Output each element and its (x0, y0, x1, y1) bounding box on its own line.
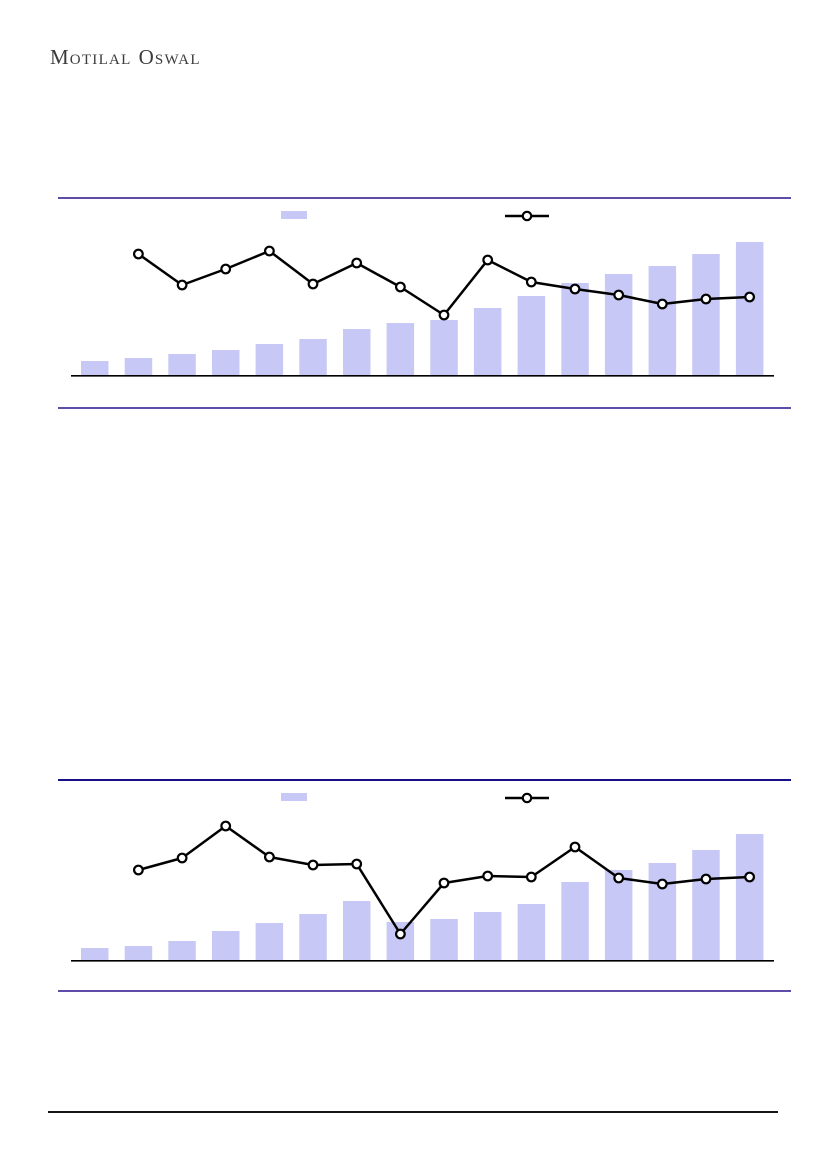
top-chart-plot (71, 242, 774, 377)
bottom-chart-panel (58, 779, 791, 992)
top-chart-header-rule (58, 197, 791, 199)
bottom-chart-header-rule (58, 779, 791, 781)
top-chart-legend (58, 197, 791, 227)
logo-text: SWAL (154, 52, 201, 68)
top-chart-footer-rule (58, 407, 791, 409)
page-footer-rule (48, 1111, 778, 1113)
bar-series-swatch-icon (281, 793, 307, 801)
logo-text: OTILAL (69, 52, 132, 68)
logo-text: M (50, 45, 70, 69)
bottom-chart-legend (58, 779, 791, 809)
top-chart-panel (58, 197, 791, 409)
motilal-oswal-logo: MOTILAL OSWAL (50, 45, 201, 70)
bottom-chart-plot (71, 820, 774, 962)
line-series-swatch-icon (505, 210, 549, 222)
line-series-swatch-icon (505, 792, 549, 804)
bar-series-swatch-icon (281, 211, 307, 219)
logo-text: O (138, 45, 155, 69)
bottom-chart-footer-rule (58, 990, 791, 992)
